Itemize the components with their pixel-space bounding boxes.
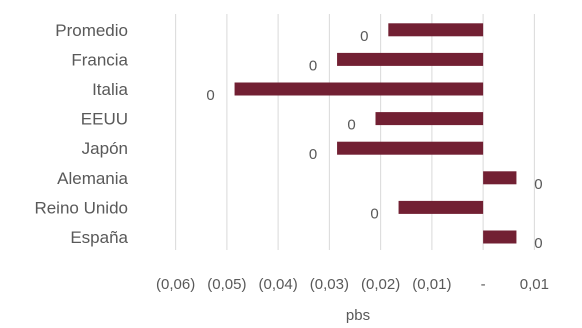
bar: [375, 112, 484, 126]
bar: [483, 230, 517, 244]
x-tick-label: (0,04): [259, 276, 298, 293]
x-tick-label: (0,03): [310, 276, 349, 293]
x-tick-labels: (0,06) (0,05) (0,04) (0,03) (0,02) (0,01) - 0,0…: [156, 276, 549, 293]
category-labels: Promedio Francia Italia EEUU Japón Alemania Re…: [34, 21, 128, 247]
x-axis-title: pbs: [346, 307, 370, 324]
bar: [337, 52, 484, 66]
x-tick-label: (0,06): [156, 276, 195, 293]
bar: [398, 200, 484, 214]
x-tick-label: (0,05): [207, 276, 246, 293]
data-label: 0: [309, 57, 317, 74]
category-label: Promedio: [55, 21, 128, 40]
data-label: 0: [309, 146, 317, 163]
category-label: Italia: [92, 80, 128, 99]
data-label: 0: [347, 117, 355, 134]
category-label: Francia: [71, 50, 128, 69]
category-label: EEUU: [81, 110, 128, 129]
x-tick-label: -: [481, 276, 486, 293]
category-label: Japón: [82, 139, 128, 158]
x-tick-label: 0,01: [520, 276, 549, 293]
bar: [234, 82, 484, 96]
category-label: España: [70, 228, 128, 247]
data-label: 0: [206, 87, 214, 104]
category-label: Alemania: [57, 169, 128, 188]
data-label: 0: [370, 205, 378, 222]
data-labels: 0 0 0 0 0 0 0 0: [206, 28, 542, 252]
bar: [337, 141, 484, 155]
x-tick-label: (0,01): [412, 276, 451, 293]
bar: [483, 171, 517, 185]
data-label: 0: [534, 176, 542, 193]
bars: [234, 23, 517, 244]
data-label: 0: [534, 235, 542, 252]
x-tick-label: (0,02): [361, 276, 400, 293]
bar: [388, 23, 484, 37]
data-label: 0: [360, 28, 368, 45]
category-label: Reino Unido: [34, 198, 128, 217]
